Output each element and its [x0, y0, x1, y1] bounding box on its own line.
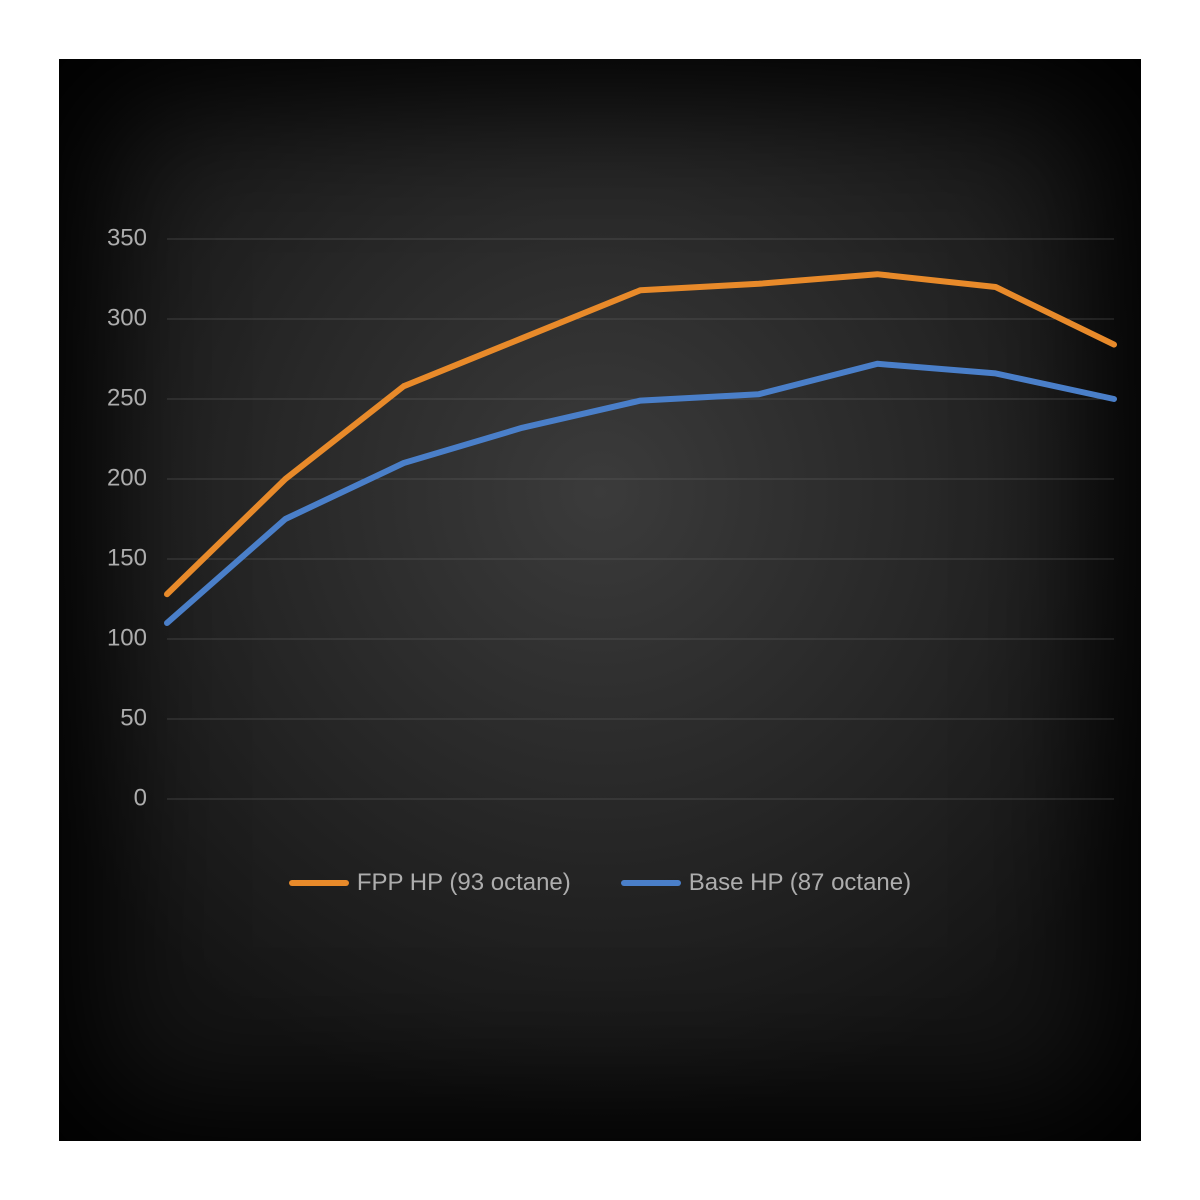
y-axis-tick-label: 200: [107, 464, 147, 491]
series-line-0: [167, 274, 1114, 594]
series-line-1: [167, 364, 1114, 623]
chart-plot-svg: 0 50 100 150 200 250 300 350: [59, 59, 1141, 1141]
y-axis-tick-label: 350: [107, 224, 147, 251]
y-axis-tick-label: 300: [107, 304, 147, 331]
y-axis-tick-label: 0: [134, 784, 147, 811]
y-axis-tick-label: 50: [120, 704, 147, 731]
y-axis-tick-label: 100: [107, 624, 147, 651]
chart-frame: 050100150200250300350 FPP HP (93 octane)…: [0, 0, 1200, 1200]
gridlines: [167, 239, 1114, 799]
line-chart: 050100150200250300350 FPP HP (93 octane)…: [59, 59, 1141, 1141]
y-axis-tick-label: 250: [107, 384, 147, 411]
y-axis-tick-label: 150: [107, 544, 147, 571]
